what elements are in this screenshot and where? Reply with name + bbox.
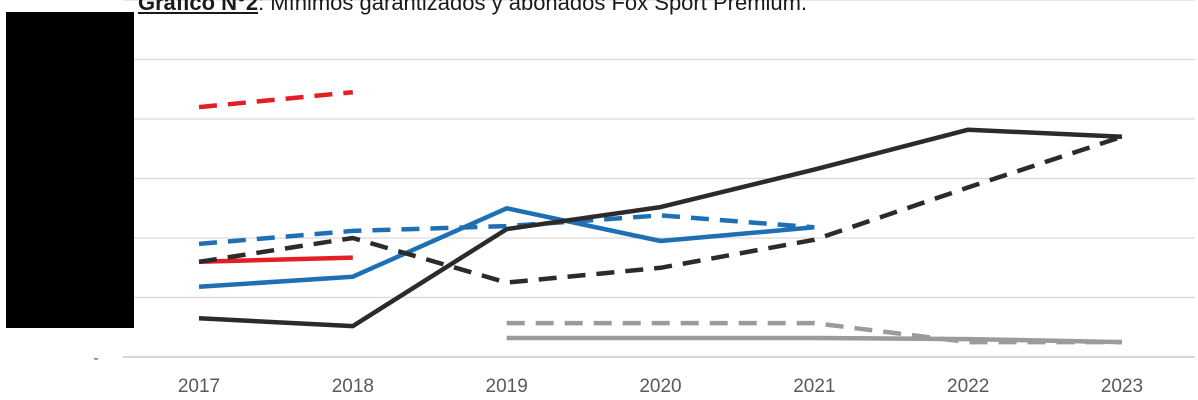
series-line (198, 213, 815, 247)
gridlines (123, 0, 1195, 358)
series-2 (198, 213, 815, 247)
series-4 (198, 134, 1123, 285)
series-line (198, 127, 1123, 329)
series-line (198, 255, 353, 265)
x-tick-label: 2023 (1101, 376, 1143, 397)
x-tick-label: 2018 (332, 376, 374, 397)
y-tick-label: - (93, 350, 98, 367)
x-tick-label: 2022 (947, 376, 989, 397)
x-axis: 2017 2018 2019 2020 2021 2022 2023 (178, 376, 1143, 397)
chart-title: Gráfico N°2: Mínimos garantizados y abon… (138, 0, 807, 16)
y-axis: - (93, 350, 98, 367)
series-3 (198, 206, 815, 290)
series-5 (198, 127, 1123, 329)
chart-title-text: : Mínimos garantizados y abonados Fox Sp… (258, 0, 808, 15)
x-tick-label: 2019 (486, 376, 528, 397)
redaction-block (6, 12, 134, 328)
series-7 (506, 335, 1123, 345)
series-line (506, 335, 1123, 345)
series-6 (506, 320, 1122, 345)
series-0 (198, 89, 354, 110)
x-tick-label: 2020 (639, 376, 681, 397)
series-line (198, 134, 1123, 285)
x-tick-label: 2021 (793, 376, 835, 397)
series-line (198, 89, 354, 110)
x-tick-label: 2017 (178, 376, 220, 397)
series-1 (198, 255, 353, 265)
chart-title-lead: Gráfico N°2 (138, 0, 259, 15)
series-line (506, 320, 1122, 345)
series-lines (198, 89, 1123, 345)
series-line (198, 206, 815, 290)
